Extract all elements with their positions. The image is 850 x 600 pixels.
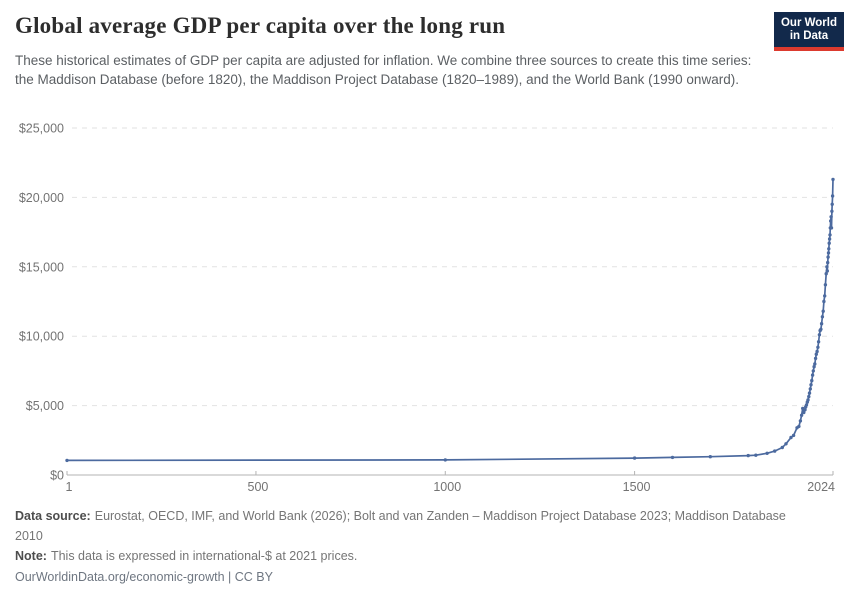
data-point-marker[interactable] [829,215,833,219]
owid-logo[interactable]: Our World in Data [773,12,844,51]
data-point-marker[interactable] [830,194,835,198]
chart-footer: Data source: Eurostat, OECD, IMF, and Wor… [15,507,813,587]
data-point-marker[interactable] [811,369,815,373]
data-point-marker[interactable] [823,283,828,287]
data-point-marker[interactable] [813,362,817,366]
data-point-marker[interactable] [826,255,830,259]
data-point-marker[interactable] [708,455,712,459]
data-point-marker[interactable] [817,333,822,337]
data-point-marker[interactable] [829,226,834,230]
data-point-marker[interactable] [831,177,835,182]
data-point-marker[interactable] [819,322,824,326]
data-point-marker[interactable] [65,458,69,463]
data-point-marker[interactable] [810,373,815,377]
note-text: This data is expressed in international-… [50,549,358,563]
data-point-marker[interactable] [827,237,832,241]
data-point-marker[interactable] [826,251,831,255]
data-point-marker[interactable] [802,410,806,415]
data-point-marker[interactable] [789,435,793,440]
data-point-marker[interactable] [816,340,821,344]
note-line: Note: This data is expressed in internati… [15,547,813,567]
data-point-marker[interactable] [807,391,812,395]
data-point-marker[interactable] [827,241,831,245]
y-axis-tick-label: $5,000 [26,399,64,413]
y-axis-tick-label: $25,000 [19,122,64,136]
y-axis-tick-label: $0 [50,469,64,483]
x-axis-tick-label: 1 [66,480,73,494]
data-point-marker[interactable] [830,209,834,213]
data-point-marker[interactable] [780,445,784,450]
owid-logo-line2: in Data [789,30,829,42]
data-point-marker[interactable] [815,349,819,354]
data-point-marker[interactable] [791,433,796,438]
data-point-marker[interactable] [670,455,675,460]
data-point-marker[interactable] [827,247,831,251]
data-point-marker[interactable] [797,424,801,429]
data-point-marker[interactable] [829,219,833,223]
data-point-marker[interactable] [746,453,750,458]
data-point-marker[interactable] [798,419,803,423]
page-title: Global average GDP per capita over the l… [15,13,506,38]
citation-link[interactable]: OurWorldinData.org/economic-growth | CC … [15,569,273,584]
data-point-marker[interactable] [821,309,825,313]
x-axis-tick-label: 1000 [433,480,461,494]
data-point-marker[interactable] [806,398,810,402]
data-point-marker[interactable] [825,269,829,273]
y-axis-tick-label: $10,000 [19,330,64,344]
data-point-marker[interactable] [810,378,814,383]
data-point-marker[interactable] [804,403,809,407]
data-source-text: Eurostat, OECD, IMF, and World Bank (202… [15,509,786,543]
data-point-marker[interactable] [799,413,804,417]
data-point-marker[interactable] [820,315,825,319]
data-point-marker[interactable] [807,394,811,399]
citation-line: OurWorldinData.org/economic-growth | CC … [15,568,813,588]
data-source-line: Data source: Eurostat, OECD, IMF, and Wor… [15,507,813,546]
data-point-marker[interactable] [754,453,758,457]
data-point-marker[interactable] [823,294,827,298]
data-point-marker[interactable] [822,299,826,304]
data-point-marker[interactable] [812,365,816,369]
y-axis-tick-label: $20,000 [19,191,64,205]
data-point-marker[interactable] [816,345,820,349]
data-point-marker[interactable] [443,458,447,462]
chart-subtitle: These historical estimates of GDP per ca… [15,53,752,87]
gdp-line-series[interactable] [66,178,834,462]
data-point-marker[interactable] [765,451,769,455]
data-source-label: Data source: [15,509,91,523]
data-point-marker[interactable] [773,449,777,453]
note-label: Note: [15,549,47,563]
data-point-marker[interactable] [809,383,813,387]
data-point-marker[interactable] [826,260,830,265]
data-point-marker[interactable] [819,327,823,331]
data-point-marker[interactable] [814,352,818,356]
data-point-marker[interactable] [803,408,807,412]
data-point-marker[interactable] [828,233,832,237]
data-point-marker[interactable] [632,456,637,460]
x-axis-tick-label: 500 [248,480,269,494]
data-point-marker[interactable] [824,272,828,276]
data-point-marker[interactable] [825,265,829,269]
data-point-marker[interactable] [813,356,818,361]
data-point-marker[interactable] [784,442,788,446]
x-axis-tick-label: 2024 [807,480,835,494]
data-point-marker[interactable] [830,202,834,206]
data-point-marker[interactable] [808,387,812,391]
x-axis-tick-label: 1500 [623,480,651,494]
y-axis-tick-label: $15,000 [19,260,64,274]
owid-logo-line1: Our World [780,17,837,29]
